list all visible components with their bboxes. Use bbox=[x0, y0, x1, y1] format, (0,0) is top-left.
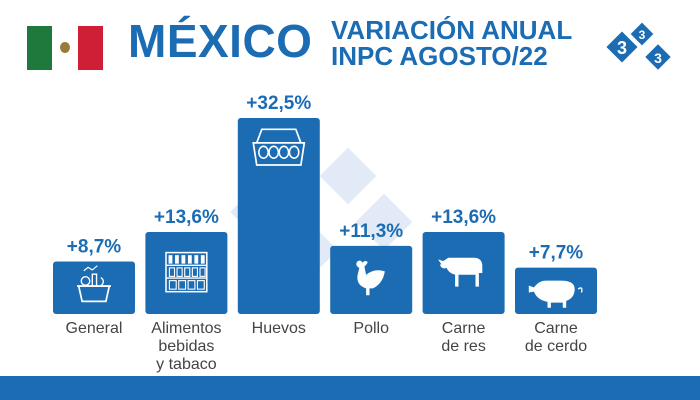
watermark-diamond bbox=[319, 147, 377, 205]
bar bbox=[53, 261, 135, 314]
333-logo: 3 3 3 bbox=[606, 22, 671, 70]
subtitle-line-2: INPC AGOSTO/22 bbox=[331, 41, 548, 71]
bar-group: +32,5% Huevos bbox=[237, 93, 320, 337]
category-label: Huevos bbox=[252, 320, 306, 337]
category-label: Alimentos bbox=[151, 320, 221, 337]
store-shelf-icon bbox=[165, 251, 208, 293]
data-label: +8,7% bbox=[67, 237, 122, 258]
country-title: MÉXICO bbox=[128, 15, 313, 67]
category-label: bebidas bbox=[158, 338, 214, 355]
category-label: de res bbox=[441, 338, 485, 355]
data-label: +7,7% bbox=[529, 243, 584, 264]
chicken-icon bbox=[356, 260, 385, 296]
logo-diamond-right: 3 bbox=[645, 44, 671, 70]
logo-digit: 3 bbox=[617, 38, 627, 58]
flag-emblem-icon bbox=[60, 42, 70, 53]
category-label: y tabaco bbox=[156, 356, 217, 373]
data-label: +11,3% bbox=[339, 221, 403, 242]
egg-carton-icon bbox=[252, 128, 306, 166]
cow-icon bbox=[438, 257, 483, 287]
data-label: +13,6% bbox=[154, 207, 219, 228]
pig-icon bbox=[528, 280, 583, 308]
bottom-band bbox=[0, 376, 700, 400]
grocery-basket-icon bbox=[76, 265, 112, 303]
bar-group: +11,3% Pollo bbox=[330, 221, 413, 337]
category-label: Pollo bbox=[353, 320, 389, 337]
bar-group: +8,7% General bbox=[53, 237, 135, 337]
data-label: +13,6% bbox=[431, 207, 496, 228]
category-label: de cerdo bbox=[525, 338, 587, 355]
data-label: +32,5% bbox=[246, 93, 311, 114]
mexico-flag bbox=[27, 26, 103, 70]
bar bbox=[237, 118, 320, 314]
subtitle-line-1: VARIACIÓN ANUAL bbox=[331, 15, 573, 45]
category-label: Carne bbox=[534, 320, 578, 337]
logo-digit: 3 bbox=[654, 50, 662, 66]
logo-digit: 3 bbox=[639, 28, 646, 42]
category-label: Carne bbox=[442, 320, 486, 337]
category-label: General bbox=[66, 320, 123, 337]
bar bbox=[145, 231, 228, 314]
chart-subtitle: VARIACIÓN ANUAL INPC AGOSTO/22 bbox=[331, 17, 572, 69]
